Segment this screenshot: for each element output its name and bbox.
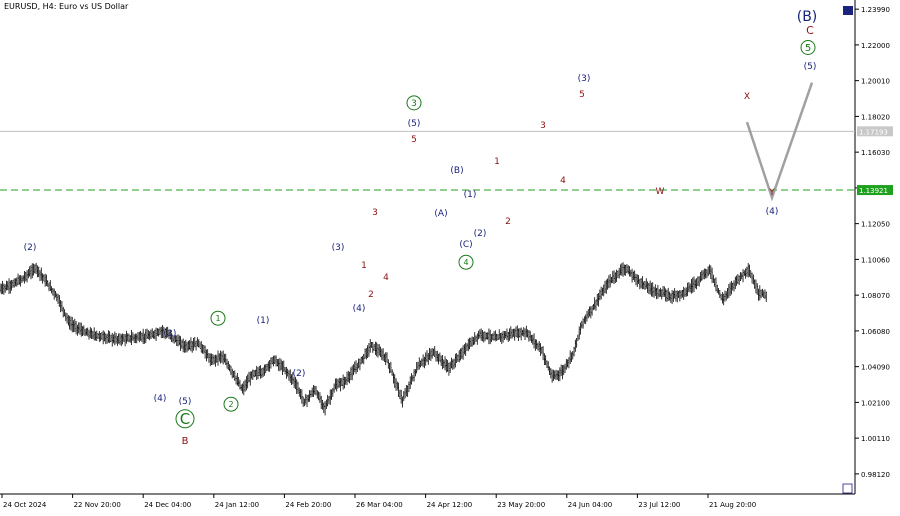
wave-label: 3 bbox=[540, 121, 546, 131]
wave-label: (2) bbox=[24, 243, 37, 253]
wave-label: Y bbox=[768, 188, 775, 198]
wave-label: (5) bbox=[804, 62, 817, 72]
wave-label-circle bbox=[406, 95, 422, 111]
y-tick-label: 1.08070 bbox=[861, 292, 890, 300]
wave-label: 1 bbox=[494, 157, 500, 167]
wave-label: 5 bbox=[579, 90, 585, 100]
y-tick-label: 1.12050 bbox=[861, 221, 890, 229]
wave-label: (3) bbox=[332, 243, 345, 253]
wave-label-circle bbox=[800, 40, 816, 55]
x-tick-label: 21 Aug 20:00 bbox=[709, 501, 756, 509]
wave-label: 4 bbox=[560, 176, 566, 186]
wave-label-circle bbox=[458, 254, 474, 270]
wave-label: (4) bbox=[154, 394, 167, 404]
wave-label: (4) bbox=[353, 304, 366, 314]
y-tick-label: 1.02100 bbox=[861, 399, 890, 407]
wave-labels: (2)(3)(4) (5)CB12(1)(2)(3)(4)12345(5)3(A)… bbox=[24, 9, 818, 447]
wave-label: X bbox=[744, 92, 750, 102]
wave-label-circle bbox=[223, 396, 239, 412]
x-tick-label: 24 Feb 20:00 bbox=[285, 501, 331, 509]
x-tick-label: 26 Mar 04:00 bbox=[356, 501, 403, 509]
level-price-label: 1.13921 bbox=[859, 187, 888, 195]
x-tick-label: 24 Apr 12:00 bbox=[427, 501, 473, 509]
wave-label: (5) bbox=[179, 397, 192, 407]
wave-label: (5) bbox=[408, 119, 421, 129]
symbol-header: EURUSD, H4: Euro vs US Dollar bbox=[4, 2, 129, 11]
wave-label: (3) bbox=[164, 329, 177, 339]
wave-label: W bbox=[656, 187, 665, 197]
wave-label: (2) bbox=[293, 369, 306, 379]
trade-icon bbox=[843, 6, 853, 15]
forecast-path bbox=[745, 82, 814, 202]
wave-label: (3) bbox=[578, 74, 591, 84]
y-tick-label: 1.16030 bbox=[861, 149, 890, 157]
x-tick-label: 24 Dec 04:00 bbox=[144, 501, 191, 509]
x-tick-label: 23 Jul 12:00 bbox=[638, 501, 680, 509]
y-tick-label: 1.00110 bbox=[861, 435, 890, 443]
wave-label: (1) bbox=[464, 190, 477, 200]
wave-label: (2) bbox=[474, 229, 487, 239]
wave-label: 2 bbox=[368, 290, 374, 300]
y-tick-label: 1.04090 bbox=[861, 364, 890, 372]
wave-label: 4 bbox=[463, 258, 468, 267]
x-tick-label: 23 May 20:00 bbox=[497, 501, 545, 509]
wave-label: (A) bbox=[434, 209, 447, 219]
wave-label: 1 bbox=[361, 261, 367, 271]
wave-label: 2 bbox=[228, 400, 233, 409]
wave-label: 3 bbox=[372, 208, 378, 218]
x-tick-label: 24 Oct 2024 bbox=[3, 501, 47, 509]
wave-label-circle bbox=[210, 310, 226, 326]
x-tick-label: 24 Jun 04:00 bbox=[568, 501, 612, 509]
wave-label: C bbox=[180, 410, 190, 428]
wave-label: B bbox=[182, 436, 189, 447]
wave-label: 2 bbox=[505, 217, 511, 227]
price-series-bars bbox=[0, 262, 767, 416]
y-tick-label: 1.06080 bbox=[861, 328, 890, 336]
wave-label: 3 bbox=[411, 99, 417, 109]
wave-label: (B) bbox=[450, 166, 463, 176]
wave-label: (4) bbox=[766, 207, 779, 217]
wave-label: (C) bbox=[459, 240, 472, 250]
x-tick-label: 24 Jan 12:00 bbox=[215, 501, 259, 509]
level-price-box bbox=[857, 185, 893, 196]
wave-label: 5 bbox=[805, 43, 811, 54]
y-tick-label: 1.20010 bbox=[861, 78, 890, 86]
wave-label: 1 bbox=[215, 314, 220, 323]
wave-label: 4 bbox=[383, 273, 389, 283]
level-price-box bbox=[857, 126, 893, 137]
y-tick-label: 1.10060 bbox=[861, 256, 890, 264]
wave-label: (B) bbox=[797, 9, 818, 25]
y-tick-label: 1.18020 bbox=[861, 113, 890, 121]
y-tick-label: 0.98120 bbox=[861, 471, 890, 479]
y-tick-label: 1.22000 bbox=[861, 42, 890, 50]
level-price-label: 1.17193 bbox=[859, 128, 888, 136]
wave-label-circle bbox=[175, 409, 195, 429]
wave-label: C bbox=[806, 24, 814, 37]
wave-label: 5 bbox=[411, 135, 417, 145]
scale-fix-icon bbox=[842, 483, 853, 494]
wave-label: (1) bbox=[257, 316, 270, 326]
y-tick-label: 1.23990 bbox=[861, 6, 890, 14]
x-tick-label: 22 Nov 20:00 bbox=[74, 501, 121, 509]
